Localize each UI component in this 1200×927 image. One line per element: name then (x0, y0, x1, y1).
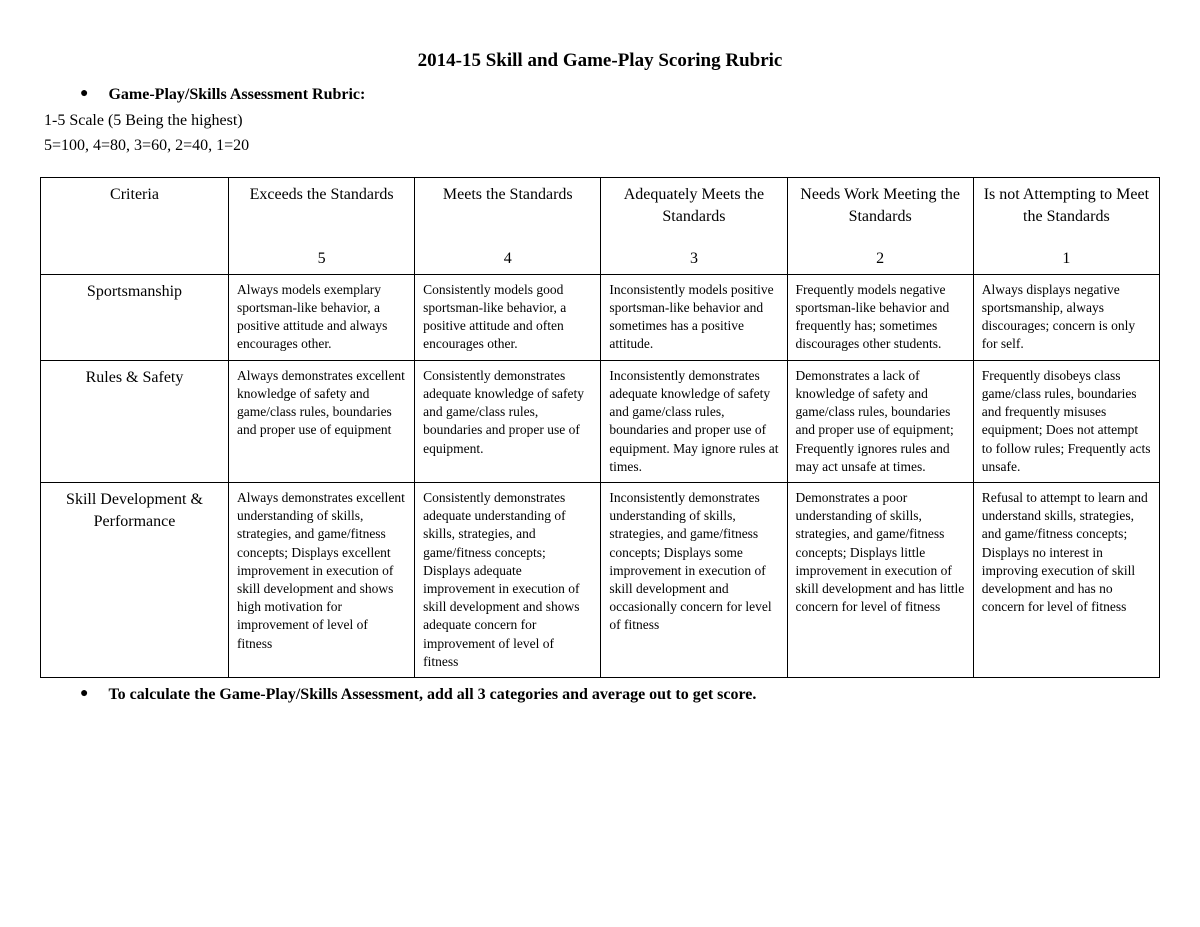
rubric-cell: Refusal to attempt to learn and understa… (973, 482, 1159, 677)
header-level-score: 3 (609, 248, 778, 270)
rubric-cell: Consistently models good sportsman-like … (415, 274, 601, 360)
rubric-cell: Inconsistently demonstrates adequate kno… (601, 360, 787, 482)
criteria-cell: Rules & Safety (41, 360, 229, 482)
footer-bullet-line: ● To calculate the Game-Play/Skills Asse… (40, 684, 1160, 706)
footer-bullet-text: To calculate the Game-Play/Skills Assess… (108, 684, 756, 706)
rubric-cell: Consistently demonstrates adequate knowl… (415, 360, 601, 482)
criteria-cell: Skill Development & Performance (41, 482, 229, 677)
table-header-row: Criteria Exceeds the Standards 5 Meets t… (41, 178, 1160, 275)
table-row: Skill Development & Performance Always d… (41, 482, 1160, 677)
header-criteria: Criteria (41, 178, 229, 275)
rubric-cell: Demonstrates a poor understanding of ski… (787, 482, 973, 677)
header-level-label: Exceeds the Standards (237, 184, 406, 240)
criteria-cell: Sportsmanship (41, 274, 229, 360)
rubric-cell: Always demonstrates excellent knowledge … (228, 360, 414, 482)
header-level-score: 1 (982, 248, 1151, 270)
bullet-icon: ● (80, 684, 88, 704)
header-level-score: 4 (423, 248, 592, 270)
header-level-1: Is not Attempting to Meet the Standards … (973, 178, 1159, 275)
scale-line-1: 1-5 Scale (5 Being the highest) (44, 110, 1160, 132)
table-row: Sportsmanship Always models exemplary sp… (41, 274, 1160, 360)
rubric-cell: Inconsistently demonstrates understandin… (601, 482, 787, 677)
bullet-icon: ● (80, 84, 88, 104)
header-level-2: Needs Work Meeting the Standards 2 (787, 178, 973, 275)
header-level-3: Adequately Meets the Standards 3 (601, 178, 787, 275)
header-bullet-text: Game-Play/Skills Assessment Rubric: (108, 84, 365, 106)
rubric-cell: Always models exemplary sportsman-like b… (228, 274, 414, 360)
rubric-cell: Frequently disobeys class game/class rul… (973, 360, 1159, 482)
rubric-table: Criteria Exceeds the Standards 5 Meets t… (40, 177, 1160, 678)
header-level-label: Adequately Meets the Standards (609, 184, 778, 240)
page-title: 2014-15 Skill and Game-Play Scoring Rubr… (40, 50, 1160, 72)
scale-line-2: 5=100, 4=80, 3=60, 2=40, 1=20 (44, 135, 1160, 157)
header-level-4: Meets the Standards 4 (415, 178, 601, 275)
rubric-cell: Always displays negative sportsmanship, … (973, 274, 1159, 360)
rubric-cell: Inconsistently models positive sportsman… (601, 274, 787, 360)
header-bullet-line: ● Game-Play/Skills Assessment Rubric: (40, 84, 1160, 106)
document-container: 2014-15 Skill and Game-Play Scoring Rubr… (40, 50, 1160, 707)
rubric-cell: Always demonstrates excellent understand… (228, 482, 414, 677)
header-level-label: Is not Attempting to Meet the Standards (982, 184, 1151, 240)
rubric-cell: Demonstrates a lack of knowledge of safe… (787, 360, 973, 482)
header-criteria-label: Criteria (49, 184, 220, 240)
header-level-score: 5 (237, 248, 406, 270)
header-level-score: 2 (796, 248, 965, 270)
header-level-label: Meets the Standards (423, 184, 592, 240)
header-level-5: Exceeds the Standards 5 (228, 178, 414, 275)
rubric-cell: Consistently demonstrates adequate under… (415, 482, 601, 677)
table-row: Rules & Safety Always demonstrates excel… (41, 360, 1160, 482)
rubric-cell: Frequently models negative sportsman-lik… (787, 274, 973, 360)
header-level-label: Needs Work Meeting the Standards (796, 184, 965, 240)
